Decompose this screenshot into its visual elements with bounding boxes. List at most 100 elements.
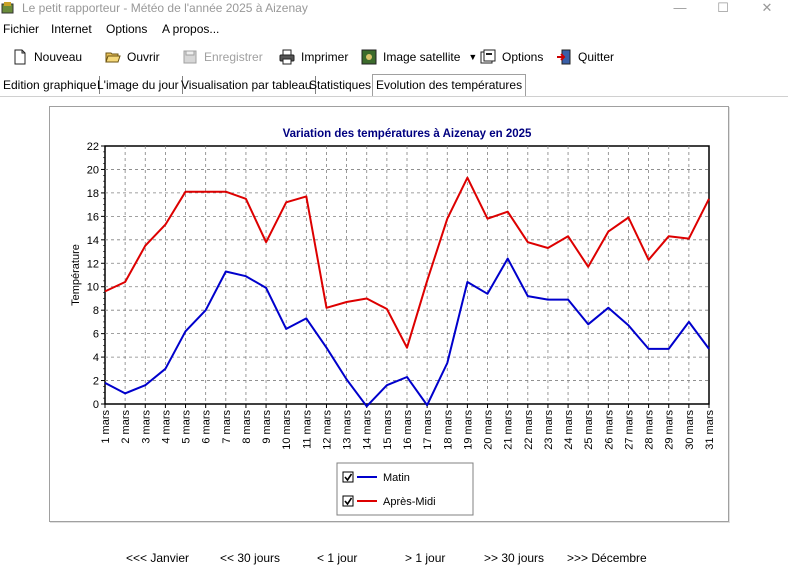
open-folder-icon <box>105 52 121 63</box>
x-tick-label: 14 mars <box>362 410 374 450</box>
x-tick-label: 20 mars <box>483 410 495 450</box>
options-icon <box>480 49 496 64</box>
tab-visualisation-tableau[interactable]: Visualisation par tableau <box>178 76 316 94</box>
data-point <box>507 258 509 260</box>
prev-30-days-button[interactable]: << 30 jours <box>220 551 281 565</box>
data-point <box>627 217 629 219</box>
checkmark-icon <box>344 473 353 482</box>
print-button-label: Imprimer <box>301 50 349 64</box>
y-tick-label: 0 <box>93 399 99 411</box>
data-point <box>245 198 247 200</box>
data-point <box>346 301 348 303</box>
quit-button[interactable]: Quitter <box>556 47 614 67</box>
legend-box <box>336 462 474 516</box>
data-point <box>285 201 287 203</box>
options-button-label: Options <box>502 50 544 64</box>
data-point <box>124 392 126 394</box>
new-file-icon <box>14 49 26 65</box>
close-icon[interactable]: ✕ <box>761 0 773 15</box>
menu-options[interactable]: Options <box>106 22 148 36</box>
x-tick-label: 12 mars <box>321 410 333 450</box>
x-tick-label: 6 mars <box>201 410 213 444</box>
data-point <box>265 241 267 243</box>
prev-month-button[interactable]: <<< Janvier <box>126 551 190 565</box>
print-button[interactable]: Imprimer <box>279 47 348 67</box>
next-30-days-button[interactable]: >> 30 jours <box>484 551 545 565</box>
x-tick-label: 10 mars <box>281 410 293 450</box>
next-month-button[interactable]: >>> Décembre <box>567 551 647 565</box>
menu-fichier[interactable]: Fichier <box>3 22 40 36</box>
data-point <box>627 324 629 326</box>
satellite-icon <box>361 49 377 65</box>
x-tick-label: 27 mars <box>623 410 635 450</box>
save-disk-icon <box>183 50 197 64</box>
title-bar: Le petit rapporteur - Météo de l'année 2… <box>0 0 788 18</box>
x-tick-label: 25 mars <box>583 410 595 450</box>
minimize-icon[interactable]: — <box>673 0 687 15</box>
menu-internet[interactable]: Internet <box>51 22 92 36</box>
data-point <box>164 224 166 226</box>
save-button[interactable]: Enregistrer <box>182 47 263 67</box>
tab-image-du-jour[interactable]: L'image du jour <box>94 76 183 94</box>
y-tick-label: 8 <box>93 305 99 317</box>
data-point <box>466 177 468 179</box>
data-point <box>386 308 388 310</box>
data-point <box>325 347 327 349</box>
x-tick-label: 30 mars <box>684 410 696 450</box>
tab-statistiques[interactable]: Statistiques <box>309 78 372 92</box>
x-tick-label: 21 mars <box>503 410 515 450</box>
satellite-image-button[interactable]: Image satellite ▼ <box>361 47 477 67</box>
y-tick-label: 12 <box>87 258 99 270</box>
x-tick-label: 31 mars <box>704 410 716 450</box>
tab-evolution-temperatures[interactable]: Evolution des températures <box>372 74 527 96</box>
tab-strip: Edition graphique L'image du jour Visual… <box>0 74 788 96</box>
data-point <box>144 245 146 247</box>
data-point <box>527 241 529 243</box>
data-point <box>668 348 670 350</box>
data-point <box>104 290 106 292</box>
legend-label: Matin <box>383 472 410 484</box>
x-tick-label: 2 mars <box>120 410 132 444</box>
tab-divider <box>0 96 788 97</box>
menu-bar: Fichier Internet Options A propos... <box>0 20 788 40</box>
x-tick-label: 18 mars <box>442 410 454 450</box>
printer-icon <box>279 49 295 65</box>
data-point <box>406 347 408 349</box>
y-tick-label: 16 <box>87 211 99 223</box>
data-point <box>587 323 589 325</box>
y-axis-label: Température <box>70 244 82 306</box>
satellite-image-label: Image satellite <box>383 50 461 64</box>
chevron-down-icon[interactable]: ▼ <box>468 52 478 62</box>
x-tick-label: 17 mars <box>422 410 434 450</box>
options-button[interactable]: Options <box>480 47 543 67</box>
data-point <box>527 295 529 297</box>
x-tick-label: 24 mars <box>563 410 575 450</box>
x-tick-label: 11 mars <box>301 410 313 449</box>
data-point <box>487 293 489 295</box>
data-point <box>426 404 428 406</box>
x-tick-label: 7 mars <box>221 410 233 444</box>
data-point <box>144 384 146 386</box>
prev-1-day-button[interactable]: < 1 jour <box>317 551 358 565</box>
menu-a-propos[interactable]: A propos... <box>162 22 220 36</box>
data-point <box>648 259 650 261</box>
legend-checkbox[interactable] <box>342 495 354 507</box>
chart-panel: Variation des températures à Aizenay en … <box>49 106 729 522</box>
data-point <box>668 235 670 237</box>
maximize-icon[interactable]: ☐ <box>717 0 729 15</box>
new-button[interactable]: Nouveau <box>12 47 82 67</box>
open-button[interactable]: Ouvrir <box>105 47 160 67</box>
legend-checkbox[interactable] <box>342 471 354 483</box>
y-tick-label: 18 <box>87 188 99 200</box>
data-point <box>366 405 368 407</box>
series-line-matin <box>104 257 710 408</box>
app-icon <box>1 2 14 14</box>
quit-button-label: Quitter <box>578 50 615 64</box>
tab-edition-graphique[interactable]: Edition graphique <box>0 76 101 94</box>
y-tick-label: 14 <box>87 235 99 247</box>
next-1-day-button[interactable]: > 1 jour <box>405 551 446 565</box>
data-point <box>406 376 408 378</box>
window-title: Le petit rapporteur - Météo de l'année 2… <box>22 1 308 15</box>
y-tick-label: 10 <box>87 282 99 294</box>
y-tick-label: 22 <box>87 141 99 153</box>
